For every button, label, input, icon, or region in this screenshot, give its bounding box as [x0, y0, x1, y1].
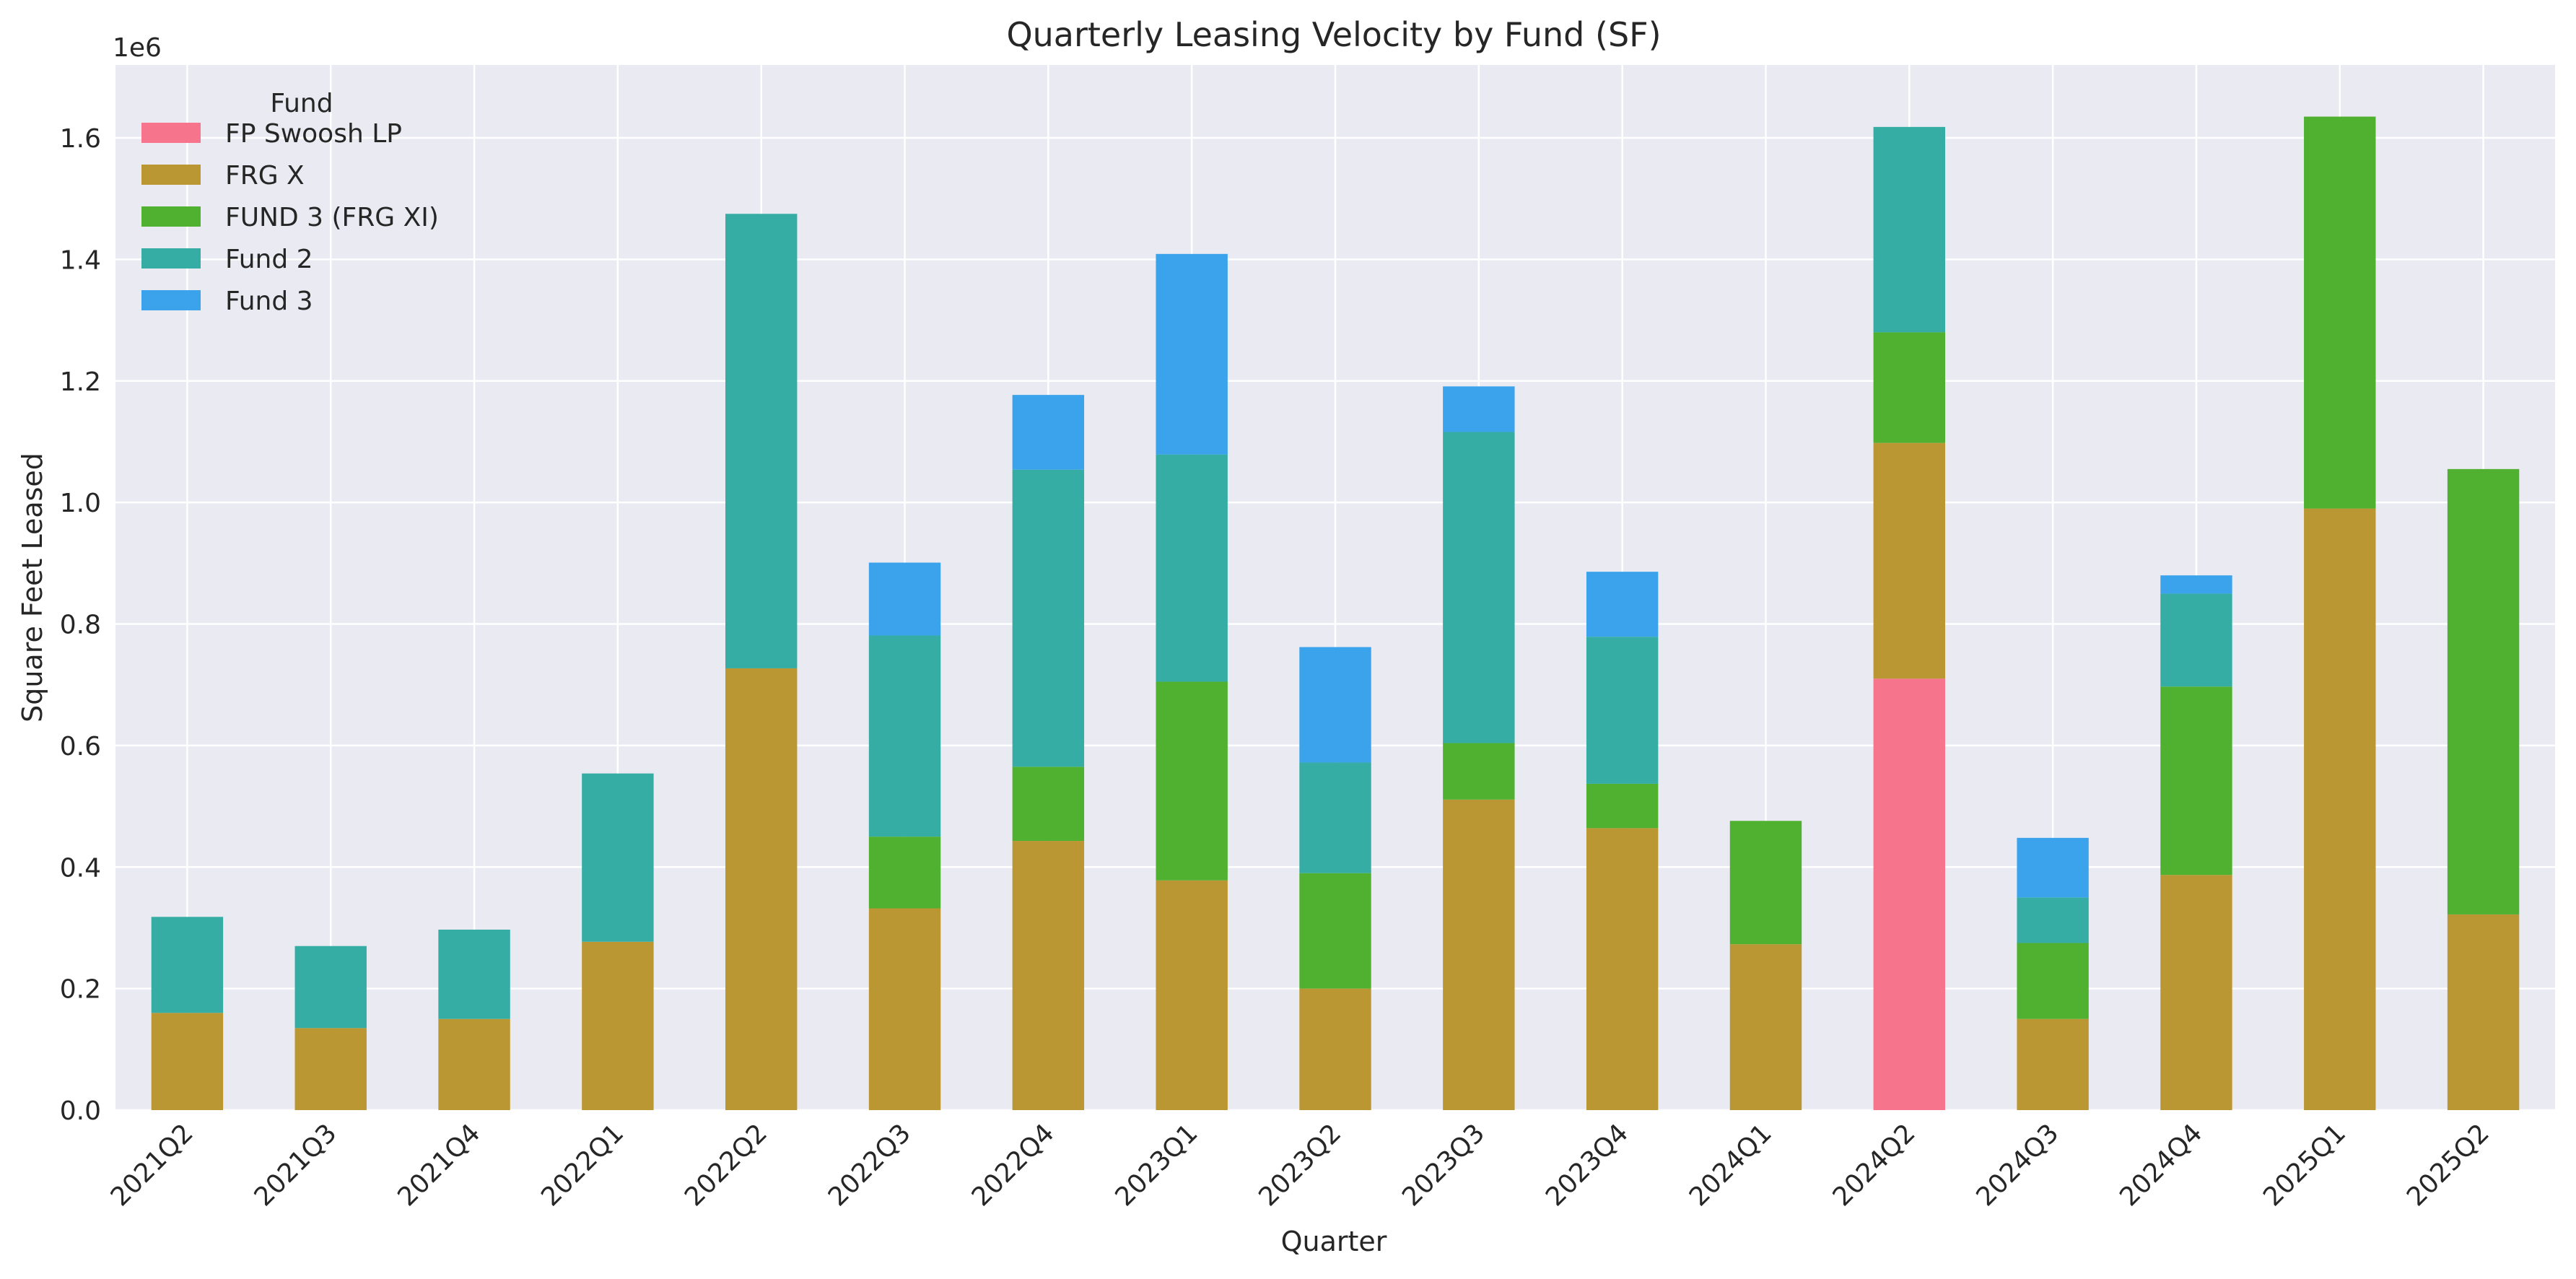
y-tick-label: 0.8	[60, 611, 101, 640]
bar-segment	[582, 941, 654, 1110]
bar-segment	[1156, 253, 1228, 455]
bar-segment	[868, 635, 941, 837]
bar-segment	[438, 929, 510, 1019]
bar-segment	[1873, 332, 1945, 443]
legend-entry-label: Fund 3	[225, 287, 313, 316]
y-tick-label: 0.2	[60, 975, 101, 1005]
bar-segment	[2160, 686, 2232, 876]
bar-segment	[2304, 508, 2376, 1110]
bar-segment	[1156, 880, 1228, 1110]
bar-segment	[1443, 432, 1515, 743]
bar-segment	[582, 773, 654, 942]
bar-segment	[151, 917, 224, 1013]
bar-segment	[1012, 395, 1085, 470]
bar-segment	[868, 562, 941, 636]
x-axis-label: Quarter	[1281, 1226, 1387, 1257]
legend-entry-label: FP Swoosh LP	[225, 119, 402, 149]
chart-title: Quarterly Leasing Velocity by Fund (SF)	[1006, 15, 1661, 54]
y-tick-label: 1.2	[60, 367, 101, 397]
bar-segment	[294, 946, 367, 1029]
bar-segment	[1586, 572, 1659, 637]
bar-segment	[2017, 837, 2089, 898]
legend-swatch	[141, 206, 201, 227]
legend-swatch	[141, 123, 201, 143]
y-tick-label: 0.4	[60, 853, 101, 883]
bar-segment	[1012, 767, 1085, 842]
bar-segment	[1873, 442, 1945, 679]
legend-swatch	[141, 248, 201, 269]
legend-swatch	[141, 165, 201, 185]
bar-segment	[1299, 873, 1371, 989]
bar-segment	[1443, 743, 1515, 800]
y-tick-label: 1.6	[60, 124, 101, 154]
bar-segment	[1443, 799, 1515, 1110]
bar-segment	[1586, 828, 1659, 1110]
y-axis-label: Square Feet Leased	[17, 453, 48, 723]
bar-segment	[1299, 988, 1371, 1110]
bar-segment	[1729, 821, 1802, 945]
bar-segment	[438, 1018, 510, 1110]
bar-segment	[2160, 593, 2232, 687]
y-tick-label: 0.0	[60, 1096, 101, 1126]
bar-segment	[1586, 783, 1659, 829]
bar-segment	[725, 214, 798, 668]
bar-segment	[1156, 454, 1228, 682]
bar-segment	[1729, 944, 1802, 1110]
bar-segment	[868, 837, 941, 909]
bar-segment	[1586, 637, 1659, 784]
legend-entry-label: FUND 3 (FRG XI)	[225, 203, 439, 232]
bar-segment	[2304, 116, 2376, 509]
bar-segment	[2017, 897, 2089, 943]
legend-swatch	[141, 290, 201, 310]
bar-segment	[2447, 468, 2520, 914]
bar-segment	[1299, 647, 1371, 763]
bar-segment	[1299, 762, 1371, 873]
bar-segment	[1156, 681, 1228, 881]
legend-title: Fund	[270, 89, 333, 118]
bar-segment	[2017, 943, 2089, 1019]
bar-segment	[2017, 1018, 2089, 1110]
bar-segment	[294, 1028, 367, 1110]
bar-segment	[868, 908, 941, 1110]
bar-segment	[1873, 126, 1945, 333]
y-axis-ticks: 0.0 0.2 0.4 0.6 0.8 1.0 1.2 1.4 1.6	[60, 124, 101, 1126]
legend-entry-label: FRG X	[225, 161, 305, 191]
bar-segment	[1012, 841, 1085, 1110]
bar-segment	[2447, 914, 2520, 1110]
bars	[151, 116, 2520, 1110]
bar-segment	[1012, 469, 1085, 767]
legend: Fund FP Swoosh LP FRG X FUND 3 (FRG XI) Fun…	[141, 89, 439, 316]
legend-entry-label: Fund 2	[225, 245, 313, 274]
bar-segment	[151, 1013, 224, 1110]
bar-segment	[1873, 678, 1945, 1110]
y-tick-label: 0.6	[60, 732, 101, 761]
bar-segment	[1443, 386, 1515, 432]
y-axis-offset-label: 1e6	[113, 33, 162, 63]
bar-segment	[2160, 875, 2232, 1110]
bar-segment	[725, 668, 798, 1110]
y-tick-label: 1.4	[60, 245, 101, 275]
bar-segment	[2160, 575, 2232, 594]
y-tick-label: 1.0	[60, 489, 101, 518]
